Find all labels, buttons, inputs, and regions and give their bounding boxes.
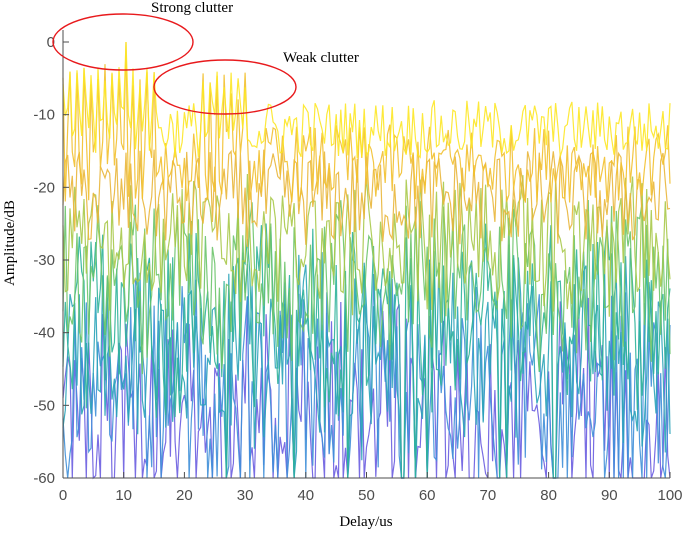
x-tick-label: 80 xyxy=(540,487,557,504)
x-ticks: 0 10 20 30 40 50 60 70 80 90 100 xyxy=(59,472,683,504)
x-tick-label: 40 xyxy=(297,487,314,504)
x-tick-label: 30 xyxy=(237,487,254,504)
y-tick-label: -30 xyxy=(33,252,55,269)
x-tick-label: 70 xyxy=(480,487,497,504)
series-line xyxy=(62,41,671,204)
y-axis-label: Amplitude/dB xyxy=(2,200,18,286)
weak-clutter-ellipse xyxy=(153,59,297,115)
x-tick-label: 90 xyxy=(601,487,618,504)
annotation-weak-clutter: Weak clutter xyxy=(283,50,359,66)
series-line xyxy=(62,41,671,159)
y-ticks: 0 -10 -20 -30 -40 -50 -60 xyxy=(33,34,69,487)
y-tick-label: -10 xyxy=(33,107,55,124)
x-tick-label: 60 xyxy=(419,487,436,504)
x-tick-label: 0 xyxy=(59,487,67,504)
y-tick-label: -60 xyxy=(33,470,55,487)
plot-series-group xyxy=(62,41,671,480)
y-tick-label: -20 xyxy=(33,179,55,196)
y-tick-label: -40 xyxy=(33,325,55,342)
x-tick-label: 20 xyxy=(176,487,193,504)
x-tick-label: 50 xyxy=(358,487,375,504)
series-line xyxy=(62,199,671,375)
x-tick-label: 10 xyxy=(115,487,132,504)
y-tick-label: -50 xyxy=(33,397,55,414)
strong-clutter-ellipse xyxy=(52,13,194,71)
series-line xyxy=(62,223,671,479)
y-tick-label: 0 xyxy=(47,34,55,51)
annotation-strong-clutter: Strong clutter xyxy=(151,0,233,16)
x-axis-label: Delay/us xyxy=(339,514,392,530)
x-tick-label: 100 xyxy=(657,487,682,504)
